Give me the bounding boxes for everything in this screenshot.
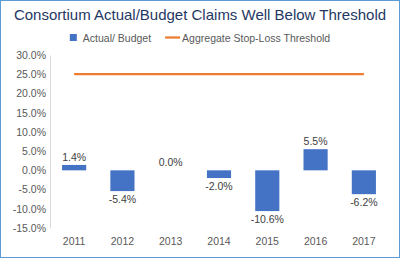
x-tick-label: 2011 (63, 235, 86, 247)
y-tick-label: 5.0% (22, 145, 46, 157)
legend-label: Aggregate Stop-Loss Threshold (182, 32, 330, 44)
title: Consortium Actual/Budget Claims Well Bel… (14, 6, 386, 23)
data-label: -10.6% (251, 213, 284, 225)
x-tick-label: 2015 (256, 235, 280, 247)
data-label: 1.4% (62, 151, 86, 163)
bar (304, 149, 328, 170)
bar (159, 170, 183, 171)
data-label: -2.0% (205, 180, 232, 192)
legend-item: Aggregate Stop-Loss Threshold (165, 32, 330, 44)
y-tick-label: 30.0% (16, 49, 46, 61)
y-tick: -10.0% (13, 203, 50, 215)
y-tick: 15.0% (16, 107, 50, 119)
x-tick-label: 2012 (111, 235, 135, 247)
frame (1, 1, 400, 258)
y-tick-label: -10.0% (13, 203, 46, 215)
data-label: 5.5% (304, 135, 328, 147)
bar (207, 170, 231, 178)
x-tick-label: 2013 (159, 235, 183, 247)
y-tick-label: 10.0% (16, 126, 46, 138)
y-tick: 20.0% (16, 87, 50, 99)
chart: Consortium Actual/Budget Claims Well Bel… (0, 0, 400, 258)
x-axis: 2011 2012 2013 2014 2015 2016 2017 (63, 235, 376, 247)
bar (62, 165, 86, 170)
bar (255, 170, 279, 211)
y-tick: -15.0% (13, 222, 50, 234)
y-tick: 30.0% (16, 49, 50, 61)
data-label: -5.4% (109, 193, 136, 205)
y-tick-label: 20.0% (16, 87, 46, 99)
y-tick: 10.0% (16, 126, 50, 138)
legend-swatch (70, 34, 77, 41)
legend: Actual/ Budget Aggregate Stop-Loss Thresh… (70, 32, 331, 44)
y-tick: -5.0% (19, 183, 50, 195)
y-tick-label: 0.0% (22, 164, 46, 176)
y-tick: 5.0% (22, 145, 50, 157)
x-tick-label: 2017 (352, 235, 376, 247)
legend-label: Actual/ Budget (83, 32, 151, 44)
line (74, 73, 364, 75)
data-label: -6.2% (350, 196, 377, 208)
y-tick-label: -15.0% (13, 222, 46, 234)
y-tick-label: 15.0% (16, 107, 46, 119)
y-axis-line (50, 56, 51, 229)
data-label: 0.0% (159, 156, 183, 168)
y-axis: -15.0% -10.0% -5.0% 0.0% 5.0% 10.0% 15.0% 20.0%… (13, 49, 51, 234)
legend-swatch (165, 36, 180, 38)
y-tick-label: -5.0% (19, 183, 46, 195)
x-tick-label: 2014 (207, 235, 231, 247)
bar (110, 170, 134, 191)
y-tick: 0.0% (22, 164, 50, 176)
plot-area (62, 74, 376, 211)
legend-item: Actual/ Budget (70, 32, 151, 44)
y-tick: 25.0% (16, 68, 50, 80)
y-tick-label: 25.0% (16, 68, 46, 80)
x-tick-label: 2016 (304, 235, 328, 247)
bar (352, 170, 376, 194)
data-labels: 1.4% -5.4% 0.0% -2.0% -10.6% 5.5% -6.2% (62, 135, 377, 225)
